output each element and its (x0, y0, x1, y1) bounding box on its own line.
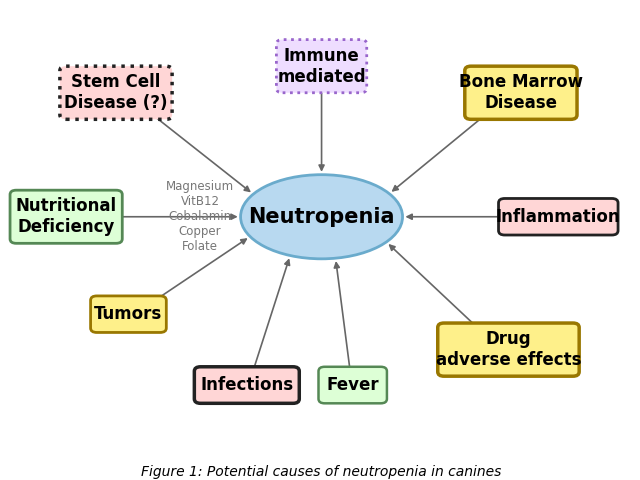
Text: Inflammation: Inflammation (496, 208, 621, 226)
Text: Bone Marrow
Disease: Bone Marrow Disease (459, 73, 583, 112)
FancyBboxPatch shape (60, 66, 172, 120)
FancyBboxPatch shape (276, 39, 367, 93)
Text: Drug
adverse effects: Drug adverse effects (436, 330, 581, 369)
Text: Figure 1: Potential causes of neutropenia in canines: Figure 1: Potential causes of neutropeni… (141, 465, 502, 479)
FancyBboxPatch shape (10, 190, 122, 243)
FancyBboxPatch shape (499, 199, 618, 235)
Text: Nutritional
Deficiency: Nutritional Deficiency (15, 197, 116, 236)
FancyBboxPatch shape (319, 367, 387, 403)
Text: Stem Cell
Disease (?): Stem Cell Disease (?) (64, 73, 168, 112)
Text: Tumors: Tumors (94, 305, 163, 323)
FancyBboxPatch shape (195, 367, 300, 403)
Text: Infections: Infections (200, 376, 293, 394)
FancyBboxPatch shape (91, 296, 166, 333)
FancyBboxPatch shape (465, 66, 577, 120)
FancyBboxPatch shape (438, 323, 579, 376)
Text: Neutropenia: Neutropenia (248, 207, 395, 227)
Text: Fever: Fever (326, 376, 379, 394)
Text: Magnesium
VitB12
Cobalamin
Copper
Folate: Magnesium VitB12 Cobalamin Copper Folate (166, 180, 234, 253)
Text: Immune
mediated: Immune mediated (277, 47, 366, 85)
Ellipse shape (241, 175, 403, 259)
